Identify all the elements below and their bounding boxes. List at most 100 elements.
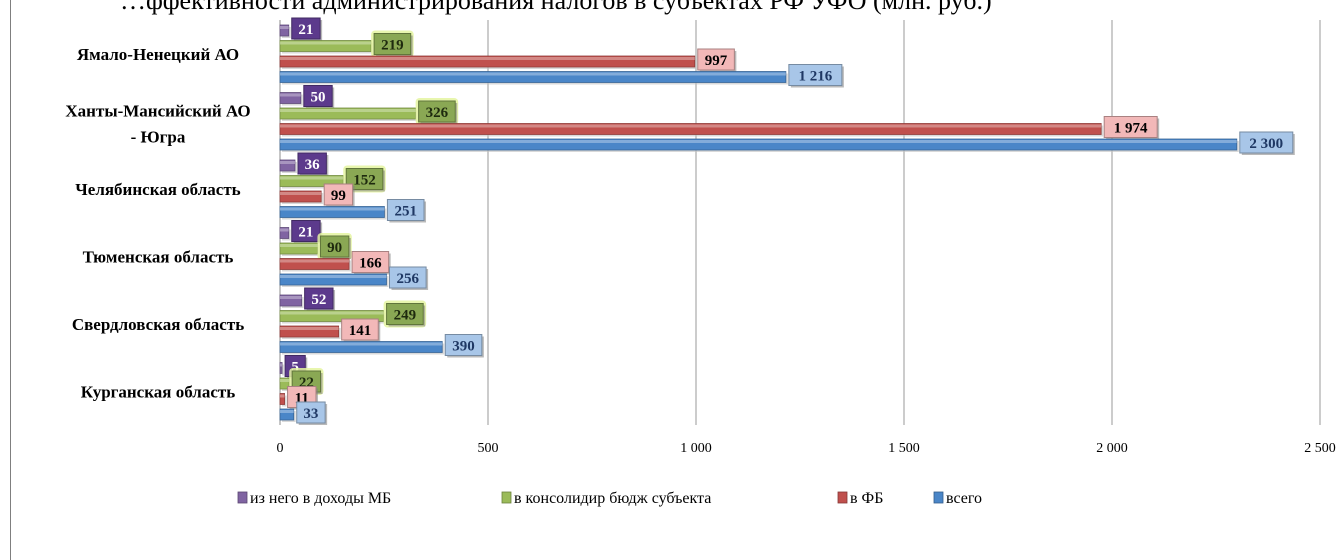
bar-highlight [280, 342, 443, 346]
svg-text:21: 21 [298, 22, 313, 38]
bar-chart: 5221133522491413902190166256361529925150… [65, 17, 1336, 507]
bar-highlight [280, 244, 318, 247]
svg-text:36: 36 [305, 157, 321, 173]
bar-highlight [280, 57, 695, 60]
data-label: 326 [415, 98, 459, 125]
data-label: 256 [388, 266, 429, 290]
data-label: 90 [317, 233, 352, 260]
svg-text:256: 256 [397, 271, 420, 287]
data-label: 219 [371, 30, 414, 58]
data-label: 99 [323, 183, 355, 207]
data-label: 251 [386, 199, 427, 223]
bar-0 [279, 206, 385, 218]
svg-text:219: 219 [381, 38, 404, 54]
category-label: Ямало-Ненецкий АО [77, 45, 239, 64]
legend-swatch [933, 491, 944, 504]
bar-highlight [280, 124, 1102, 128]
svg-text:249: 249 [394, 308, 417, 324]
chart-container: …ффективности администрирования налогов … [10, 0, 1336, 560]
bar-highlight [280, 26, 289, 29]
data-label: 21 [291, 17, 323, 41]
bar-highlight [280, 259, 350, 263]
svg-text:21: 21 [298, 225, 313, 241]
data-label: 166 [351, 251, 391, 275]
bar-highlight [280, 379, 290, 382]
x-tick-label: 1 000 [680, 441, 712, 456]
bar-1 [279, 190, 322, 203]
svg-text:251: 251 [394, 204, 417, 220]
legend-item: из него в доходы МБ [237, 490, 391, 507]
bar-0 [279, 341, 443, 353]
data-label: 390 [444, 334, 484, 358]
legend-swatch [837, 491, 848, 504]
bar-highlight [280, 192, 322, 195]
bar-1 [279, 55, 696, 68]
legend-item: всего [933, 490, 982, 507]
svg-text:50: 50 [311, 90, 326, 106]
data-label: 249 [383, 300, 427, 328]
x-tick-label: 2 000 [1096, 441, 1128, 456]
bar-2 [279, 310, 384, 322]
svg-text:90: 90 [327, 240, 342, 256]
svg-text:141: 141 [349, 323, 372, 339]
legend-label: всего [946, 490, 982, 507]
bar-1 [279, 325, 340, 338]
data-label: 21 [291, 220, 323, 244]
tick-labels: 0 500 1 000 1 500 2 000 2 500 [277, 441, 1336, 456]
bar-highlight [280, 109, 416, 112]
data-label: 33 [296, 401, 328, 425]
data-label: 52 [304, 287, 336, 311]
legend-item: в консолидир бюдж субъекта [501, 490, 711, 507]
bar-highlight [280, 161, 295, 164]
bar-highlight [280, 410, 294, 413]
bar-highlight [280, 176, 344, 180]
x-tick-label: 1 500 [888, 441, 920, 456]
bar-highlight [280, 363, 283, 367]
bar-highlight [280, 207, 385, 211]
legend-swatch [237, 491, 248, 504]
bar-1 [279, 393, 285, 405]
x-tick-label: 2 500 [1304, 441, 1336, 456]
svg-text:166: 166 [359, 256, 382, 272]
svg-text:1 216: 1 216 [798, 69, 832, 85]
svg-text:2 300: 2 300 [1249, 136, 1283, 152]
svg-text:326: 326 [426, 105, 449, 121]
bar-highlight [280, 327, 339, 330]
legend-label: в консолидир бюдж субъекта [514, 490, 711, 507]
chart-title: …ффективности администрирования налогов … [120, 0, 992, 15]
category-label: Челябинская область [75, 180, 240, 199]
bar-highlight [280, 311, 384, 315]
bar-3 [279, 159, 296, 172]
data-label: 1 974 [1103, 116, 1160, 140]
bar-3 [279, 24, 290, 37]
bar-shadow [282, 364, 285, 376]
bar-highlight [280, 228, 289, 232]
bar-3 [279, 362, 283, 374]
bar-0 [279, 138, 1238, 151]
svg-text:1 974: 1 974 [1114, 121, 1148, 137]
data-label: 36 [297, 152, 329, 176]
legend-item: в ФБ [837, 490, 883, 507]
x-tick-label: 500 [478, 441, 499, 456]
legend-label: в ФБ [850, 490, 883, 507]
bars: 5221133522491413902190166256361529925150… [279, 17, 1295, 425]
data-label: 141 [341, 318, 381, 342]
bar-0 [279, 273, 387, 286]
bar-3 [279, 92, 302, 104]
data-label: 2 300 [1239, 131, 1295, 155]
gridlines [279, 20, 1321, 425]
bar-0 [279, 408, 295, 421]
bar-3 [279, 294, 303, 307]
bar-highlight [280, 275, 387, 278]
legend-swatch [501, 491, 512, 504]
bar-3 [279, 227, 290, 239]
data-label: 50 [303, 85, 335, 109]
bar-highlight [280, 72, 786, 76]
chart-frame [10, 0, 1343, 560]
svg-text:997: 997 [705, 53, 728, 69]
bar-highlight [280, 140, 1237, 143]
svg-text:5: 5 [291, 360, 299, 376]
svg-text:99: 99 [331, 188, 346, 204]
data-label: 152 [343, 165, 386, 193]
category-label: Свердловская область [72, 315, 244, 334]
